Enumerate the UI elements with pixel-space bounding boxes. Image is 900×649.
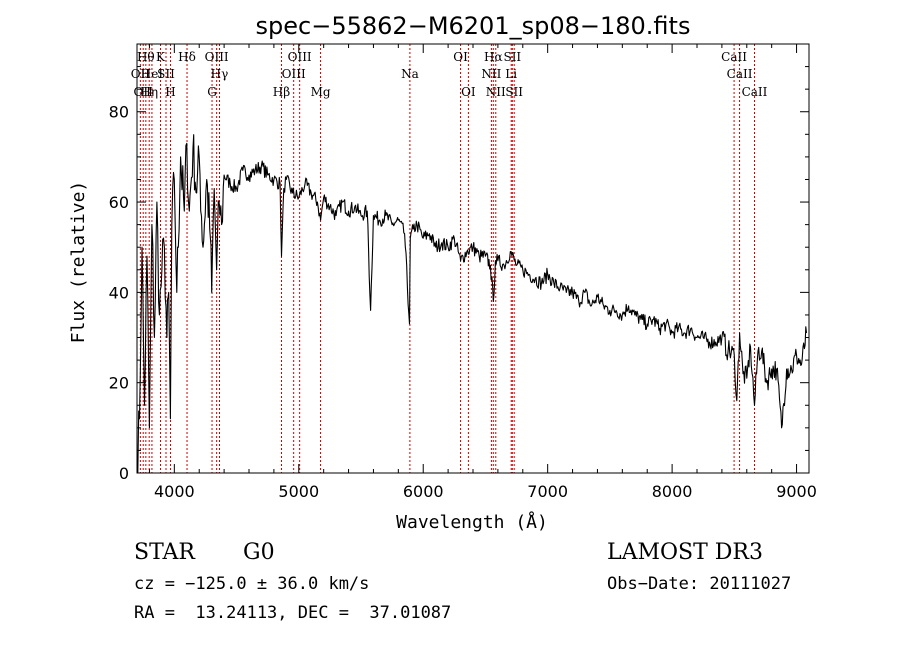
- object-subclass: G0: [243, 540, 275, 565]
- flux-series-line: [136, 134, 808, 474]
- x-tick-label: 5000: [278, 482, 319, 501]
- reference-line-label: H: [165, 85, 175, 99]
- y-axis-label: Flux (relative): [68, 181, 89, 344]
- redshift-cz: cz = −125.0 ± 36.0 km/s: [134, 574, 370, 594]
- reference-line-label: Na: [401, 67, 419, 81]
- reference-line-labels: OII OII Hθ Hη HeI K SII H Hδ G OIII Hγ Hβ OIII OIII Mg N…: [131, 50, 768, 99]
- y-tick-label: 60: [109, 193, 129, 212]
- reference-line-label: Li: [505, 67, 517, 81]
- reference-line-label: CaII: [727, 67, 753, 81]
- x-tick-label: 9000: [776, 482, 817, 501]
- reference-line-label: Hδ: [178, 50, 196, 64]
- reference-line-label: Mg: [311, 85, 331, 99]
- reference-line-label: SII: [505, 85, 523, 99]
- x-axis-ticks: 4000 5000 6000 7000 8000 9000: [148, 44, 817, 501]
- reference-line-label: G: [207, 85, 217, 99]
- reference-line-label: NII: [481, 67, 501, 81]
- reference-line-label: OIII: [288, 50, 312, 64]
- reference-line-label: Hα: [484, 50, 503, 64]
- chart-title: spec−55862−M6201_sp08−180.fits: [256, 12, 691, 40]
- reference-line-label: OI: [453, 50, 468, 64]
- reference-line-label: OIII: [282, 67, 306, 81]
- reference-line-label: K: [156, 50, 166, 64]
- sky-coordinates: RA = 13.24113, DEC = 37.01087: [134, 603, 452, 623]
- reference-line-label: OI: [461, 85, 476, 99]
- observation-date: Obs−Date: 20111027: [607, 574, 792, 594]
- reference-line-label: SII: [503, 50, 521, 64]
- reference-line-label: OII: [134, 85, 154, 99]
- reference-line-label: Hη: [140, 85, 158, 99]
- y-tick-label: 40: [109, 283, 129, 302]
- reference-line-label: Hγ: [211, 67, 229, 81]
- x-tick-label: 6000: [403, 482, 444, 501]
- reference-line-label: OIII: [205, 50, 229, 64]
- reference-line-label: CaII: [742, 85, 768, 99]
- reference-line-label: OII: [131, 67, 151, 81]
- object-class: STAR: [134, 540, 195, 565]
- reference-lines: [139, 44, 755, 473]
- x-tick-label: 8000: [652, 482, 693, 501]
- y-tick-label: 80: [109, 103, 129, 122]
- x-tick-label: 4000: [154, 482, 195, 501]
- x-tick-label: 7000: [527, 482, 568, 501]
- y-tick-label: 0: [119, 464, 129, 483]
- reference-line-label: SII: [157, 67, 175, 81]
- reference-line-label: NII: [486, 85, 506, 99]
- reference-line-label: Hθ: [137, 50, 155, 64]
- reference-line-label: CaII: [721, 50, 747, 64]
- plot-frame: [136, 43, 810, 474]
- reference-line-label: HeI: [141, 67, 164, 81]
- y-axis-ticks: 0 20 40 60 80: [109, 66, 809, 483]
- x-axis-label: Wavelength (Å): [396, 511, 548, 533]
- survey-name: LAMOST DR3: [607, 540, 763, 565]
- reference-line-label: Hβ: [273, 85, 290, 99]
- y-tick-label: 20: [109, 374, 129, 393]
